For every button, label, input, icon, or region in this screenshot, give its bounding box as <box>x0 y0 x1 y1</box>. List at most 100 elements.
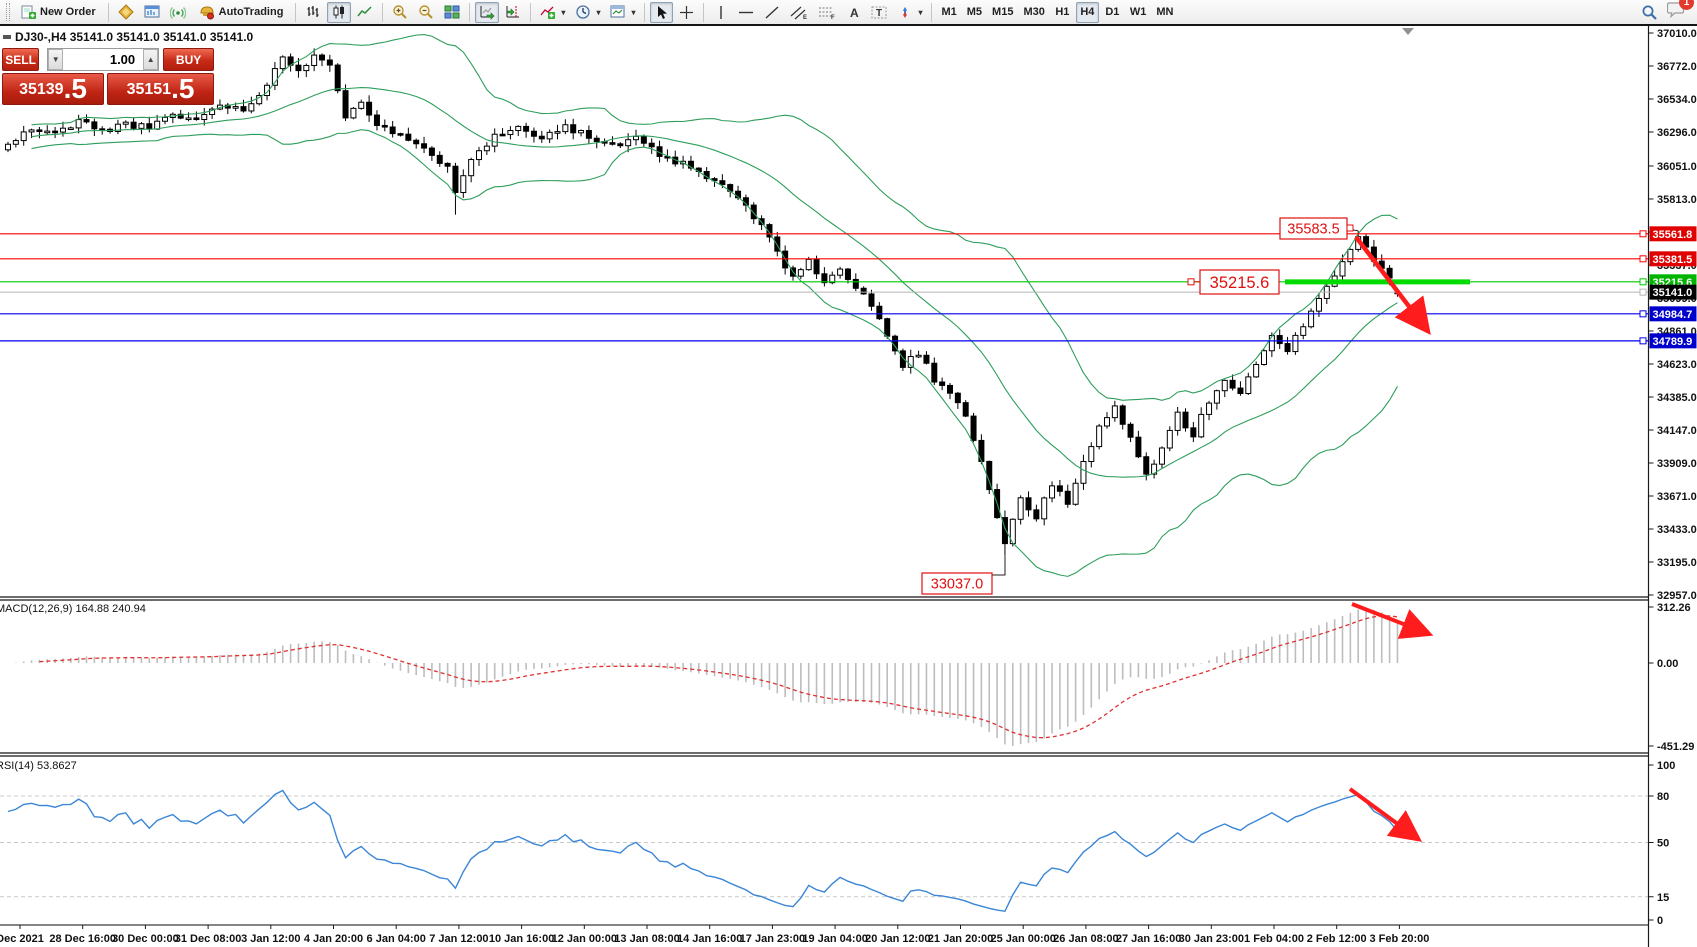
equidistant-channel-button[interactable]: E <box>786 2 812 23</box>
chart-shift-button[interactable] <box>501 2 525 23</box>
annotation-level-35215[interactable] <box>1199 269 1280 295</box>
bollinger-middle-band <box>31 86 1398 478</box>
bollinger-upper-band <box>31 34 1398 401</box>
profiles-icon <box>117 4 134 20</box>
auto-scroll-button[interactable] <box>475 1 500 23</box>
svg-text:30 Dec 00:00: 30 Dec 00:00 <box>112 933 179 945</box>
timeframe-m1[interactable]: M1 <box>941 6 957 18</box>
horizontal-line-button[interactable] <box>734 2 758 23</box>
signals-button[interactable] <box>166 2 190 23</box>
separator <box>382 2 384 22</box>
zoom-in-button[interactable] <box>388 2 412 23</box>
timeframe-d1[interactable]: D1 <box>1105 6 1120 18</box>
vertical-line-button[interactable] <box>709 2 732 23</box>
svg-text:30 Jan 23:00: 30 Jan 23:00 <box>1179 933 1244 945</box>
timeframe-w1[interactable]: W1 <box>1129 6 1147 18</box>
timeframe-m5[interactable]: M5 <box>966 6 983 18</box>
annotation-swing-low[interactable] <box>921 572 993 595</box>
svg-text:27 Jan 16:00: 27 Jan 16:00 <box>1116 933 1181 945</box>
trend-arrow-main[interactable] <box>1354 235 1431 335</box>
svg-text:31 Dec 08:00: 31 Dec 08:00 <box>175 933 242 945</box>
svg-text:33037.0: 33037.0 <box>931 577 983 593</box>
terminal-button[interactable] <box>140 2 164 23</box>
zoom-out-icon <box>418 4 434 20</box>
fibonacci-button[interactable]: F <box>814 2 840 23</box>
svg-text:Dec 2021: Dec 2021 <box>0 933 44 945</box>
svg-text:50: 50 <box>1657 838 1669 850</box>
separator <box>295 2 297 22</box>
periods-button[interactable]: ▾ <box>571 2 604 23</box>
volume-increase-button[interactable]: ▲ <box>143 49 159 70</box>
svg-text:35561.8: 35561.8 <box>1653 229 1693 241</box>
svg-text:32957.0: 32957.0 <box>1657 590 1697 602</box>
svg-text:10 Jan 16:00: 10 Jan 16:00 <box>489 933 554 945</box>
sell-button[interactable]: SELL <box>2 48 40 71</box>
svg-text:312.26: 312.26 <box>1657 602 1691 614</box>
trendline-button[interactable] <box>760 2 784 23</box>
timeframe-m30[interactable]: M30 <box>1023 6 1045 18</box>
candlestick-chart-button[interactable] <box>327 1 352 23</box>
chart-canvas[interactable]: 35583.5 35215.6 33037.0 37010.0 36772.0 36534… <box>0 26 1697 947</box>
macd-signal-line <box>39 615 1398 739</box>
svg-text:3 Jan 12:00: 3 Jan 12:00 <box>241 933 300 945</box>
timeframe-h1[interactable]: H1 <box>1055 6 1070 18</box>
new-order-label: New Order <box>40 6 96 18</box>
notifications-button[interactable]: 1 <box>1666 0 1694 23</box>
indicators-button[interactable]: ▾ <box>536 2 569 23</box>
svg-text:100: 100 <box>1657 760 1675 772</box>
buy-button[interactable]: BUY <box>163 48 214 71</box>
crosshair-button[interactable] <box>675 2 698 23</box>
buy-price-main: 35151 <box>126 81 172 98</box>
new-order-button[interactable]: New Order <box>14 2 103 23</box>
separator <box>931 2 933 22</box>
chart-shift-icon <box>505 4 521 20</box>
clock-icon <box>575 4 591 20</box>
autotrading-label: AutoTrading <box>218 6 284 18</box>
cursor-button[interactable] <box>650 1 674 23</box>
sell-price-button[interactable]: 35139.5 <box>2 73 104 105</box>
svg-text:19 Jan 04:00: 19 Jan 04:00 <box>802 933 867 945</box>
bar-chart-button[interactable] <box>301 2 325 23</box>
signals-icon <box>169 4 186 20</box>
timeframe-m15[interactable]: M15 <box>992 6 1014 18</box>
svg-text:7 Jan 12:00: 7 Jan 12:00 <box>429 933 488 945</box>
timeframe-mn[interactable]: MN <box>1156 6 1174 18</box>
svg-text:35141.0: 35141.0 <box>1653 287 1693 299</box>
svg-text:21 Jan 20:00: 21 Jan 20:00 <box>928 933 993 945</box>
zoom-out-button[interactable] <box>414 2 438 23</box>
svg-text:A: A <box>850 6 859 20</box>
volume-decrease-button[interactable]: ▼ <box>48 49 64 70</box>
trend-arrow-macd[interactable] <box>1351 602 1434 639</box>
text-button[interactable]: A <box>842 2 865 23</box>
line-chart-button[interactable] <box>353 2 377 23</box>
arrows-button[interactable]: ▾ <box>893 2 926 23</box>
svg-text:E: E <box>803 15 807 20</box>
chart-window-icon <box>3 35 11 39</box>
chart-title: DJ30-,H4 35141.0 35141.0 35141.0 35141.0 <box>15 30 253 44</box>
templates-button[interactable]: ▾ <box>606 2 639 23</box>
text-label-icon: T <box>871 5 887 20</box>
volume-input[interactable] <box>63 49 144 70</box>
toolbar-grip[interactable] <box>6 3 10 21</box>
volume-field: ▼ ▲ <box>47 48 160 71</box>
macd-panel <box>15 608 1399 746</box>
separator <box>530 2 532 22</box>
trend-arrow-rsi[interactable] <box>1348 787 1423 842</box>
svg-text:34789.9: 34789.9 <box>1653 336 1693 348</box>
search-icon <box>1641 4 1658 21</box>
svg-text:35583.5: 35583.5 <box>1287 222 1339 238</box>
buy-price-button[interactable]: 35151.5 <box>107 73 214 105</box>
svg-text:3 Feb 20:00: 3 Feb 20:00 <box>1369 933 1429 945</box>
timeframe-h4[interactable]: H4 <box>1075 1 1099 23</box>
crosshair-icon <box>679 5 694 20</box>
text-label-button[interactable]: T <box>867 2 891 23</box>
tile-windows-icon <box>444 4 460 20</box>
search-button[interactable] <box>1637 2 1662 23</box>
svg-text:2 Feb 12:00: 2 Feb 12:00 <box>1307 933 1367 945</box>
svg-text:36051.0: 36051.0 <box>1657 161 1697 173</box>
profiles-button[interactable] <box>114 2 138 23</box>
tile-windows-button[interactable] <box>440 2 464 23</box>
svg-text:25 Jan 00:00: 25 Jan 00:00 <box>990 933 1055 945</box>
autotrading-button[interactable]: AutoTrading <box>192 2 291 23</box>
